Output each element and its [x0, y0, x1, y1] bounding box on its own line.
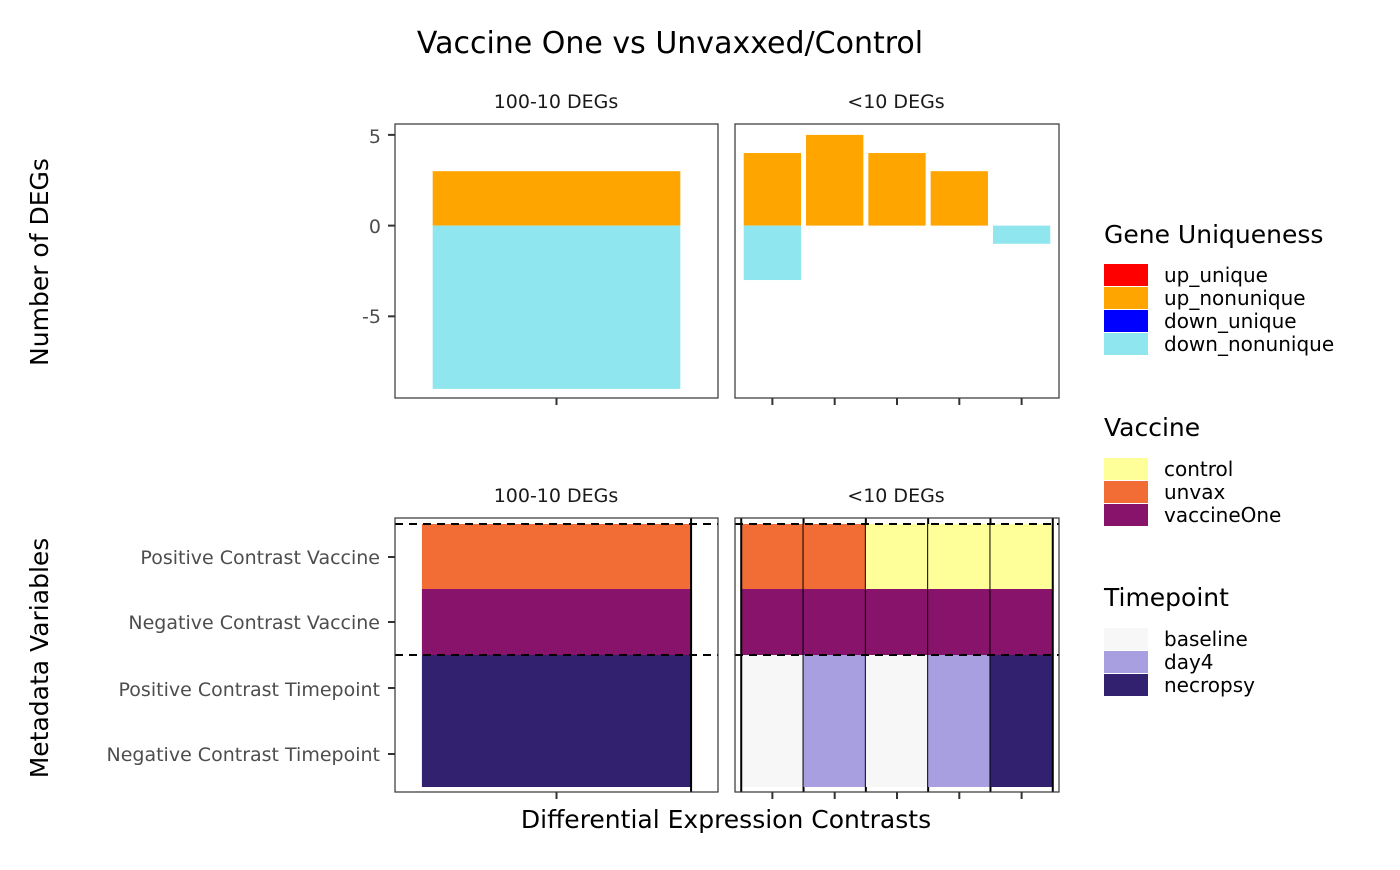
tile-facet2-col2-row3 — [803, 655, 866, 721]
legend-label-up-unique: up_unique — [1164, 263, 1268, 287]
tile-facet2-col3-row3 — [865, 655, 929, 721]
bottom-y-axis-title: Metadata Variables — [25, 538, 54, 779]
tile-facet2-col3-row1 — [865, 524, 929, 590]
tile-facet2-col4-row2 — [928, 589, 991, 655]
tile-facet1-col1-row3 — [421, 655, 692, 721]
tile-facet2-col3-row2 — [865, 589, 929, 655]
tile-facet2-col2-row4 — [803, 721, 866, 787]
legend-key-up-nonunique — [1104, 287, 1148, 309]
legend-key-control — [1104, 458, 1148, 480]
bar-up-facet2-4 — [930, 171, 988, 226]
top-panel-border-2 — [734, 123, 1060, 399]
tile-facet2-col4-row3 — [928, 655, 991, 721]
top-y-tick-label-3: -5 — [362, 306, 381, 328]
legend-key-day4 — [1104, 651, 1148, 673]
top-y-axis-title: Number of DEGs — [25, 158, 54, 366]
tile-facet1-col1-row2 — [421, 589, 692, 655]
tile-facet1-col1-row4 — [421, 721, 692, 787]
tile-facet2-col5-row2 — [990, 589, 1053, 655]
tile-facet2-col5-row1 — [990, 524, 1053, 590]
top-panel-border-1 — [394, 123, 719, 399]
legend-label-day4: day4 — [1164, 650, 1214, 674]
tile-facet2-col1-row2 — [741, 589, 804, 655]
top-strip-label-1: 100-10 DEGs — [494, 91, 619, 113]
legend-key-down-nonunique — [1104, 333, 1148, 355]
bottom-y-tick-label-2: Negative Contrast Vaccine — [128, 612, 380, 634]
legend-label-unvax: unvax — [1164, 480, 1225, 504]
legend-label-down-unique: down_unique — [1164, 309, 1297, 333]
chart-marks — [388, 123, 1148, 799]
bar-down-facet2-5 — [992, 225, 1051, 244]
chart-title: Vaccine One vs Unvaxxed/Control — [417, 26, 923, 61]
bottom-y-tick-label-1: Positive Contrast Vaccine — [140, 547, 380, 569]
legend-key-vaccineone — [1104, 504, 1148, 526]
legend-key-necropsy — [1104, 674, 1148, 696]
tile-facet2-col1-row4 — [741, 721, 804, 787]
top-y-tick-label-2: 0 — [369, 216, 381, 238]
legend-label-baseline: baseline — [1164, 627, 1248, 651]
legend-key-up-unique — [1104, 264, 1148, 286]
tile-facet2-col3-row4 — [865, 721, 929, 787]
legend-key-unvax — [1104, 481, 1148, 503]
tile-facet2-col4-row4 — [928, 721, 991, 787]
bottom-y-tick-label-4: Negative Contrast Timepoint — [107, 744, 381, 766]
bar-down-facet2-1 — [743, 225, 802, 281]
bottom-panel-border-1 — [394, 517, 719, 793]
legend-label-control: control — [1164, 457, 1233, 481]
legend-title-timepoint: Timepoint — [1103, 583, 1229, 612]
tile-facet2-col4-row1 — [928, 524, 991, 590]
bar-up-facet2-3 — [868, 153, 926, 226]
tile-facet2-col1-row1 — [741, 524, 804, 590]
bottom-y-tick-label-3: Positive Contrast Timepoint — [119, 679, 380, 701]
top-y-tick-label-1: 5 — [369, 126, 381, 148]
bar-up-facet2-2 — [806, 134, 864, 226]
bar-down-facet1-1 — [432, 225, 681, 389]
top-strip-label-2: <10 DEGs — [847, 91, 944, 113]
bottom-panel-border-2 — [734, 517, 1060, 793]
bar-up-facet2-1 — [743, 153, 802, 226]
bar-up-facet1-1 — [432, 171, 681, 226]
bottom-strip-label-2: <10 DEGs — [847, 485, 944, 507]
tile-facet2-col5-row4 — [990, 721, 1053, 787]
legend-label-up-nonunique: up_nonunique — [1164, 286, 1306, 310]
tile-facet1-col1-row1 — [421, 524, 692, 590]
bottom-strip-label-1: 100-10 DEGs — [494, 485, 619, 507]
tile-facet2-col5-row3 — [990, 655, 1053, 721]
legend-label-down-nonunique: down_nonunique — [1164, 332, 1334, 356]
tile-facet2-col2-row1 — [803, 524, 866, 590]
bottom-x-axis-title: Differential Expression Contrasts — [521, 805, 931, 834]
legend-key-baseline — [1104, 628, 1148, 650]
legend-title-gene-uniqueness: Gene Uniqueness — [1104, 220, 1323, 249]
tile-facet2-col1-row3 — [741, 655, 804, 721]
tile-facet2-col2-row2 — [803, 589, 866, 655]
legend-label-vaccineone: vaccineOne — [1164, 503, 1281, 527]
legend-title-vaccine: Vaccine — [1104, 413, 1200, 442]
legend-label-necropsy: necropsy — [1164, 673, 1255, 697]
legend-key-down-unique — [1104, 310, 1148, 332]
